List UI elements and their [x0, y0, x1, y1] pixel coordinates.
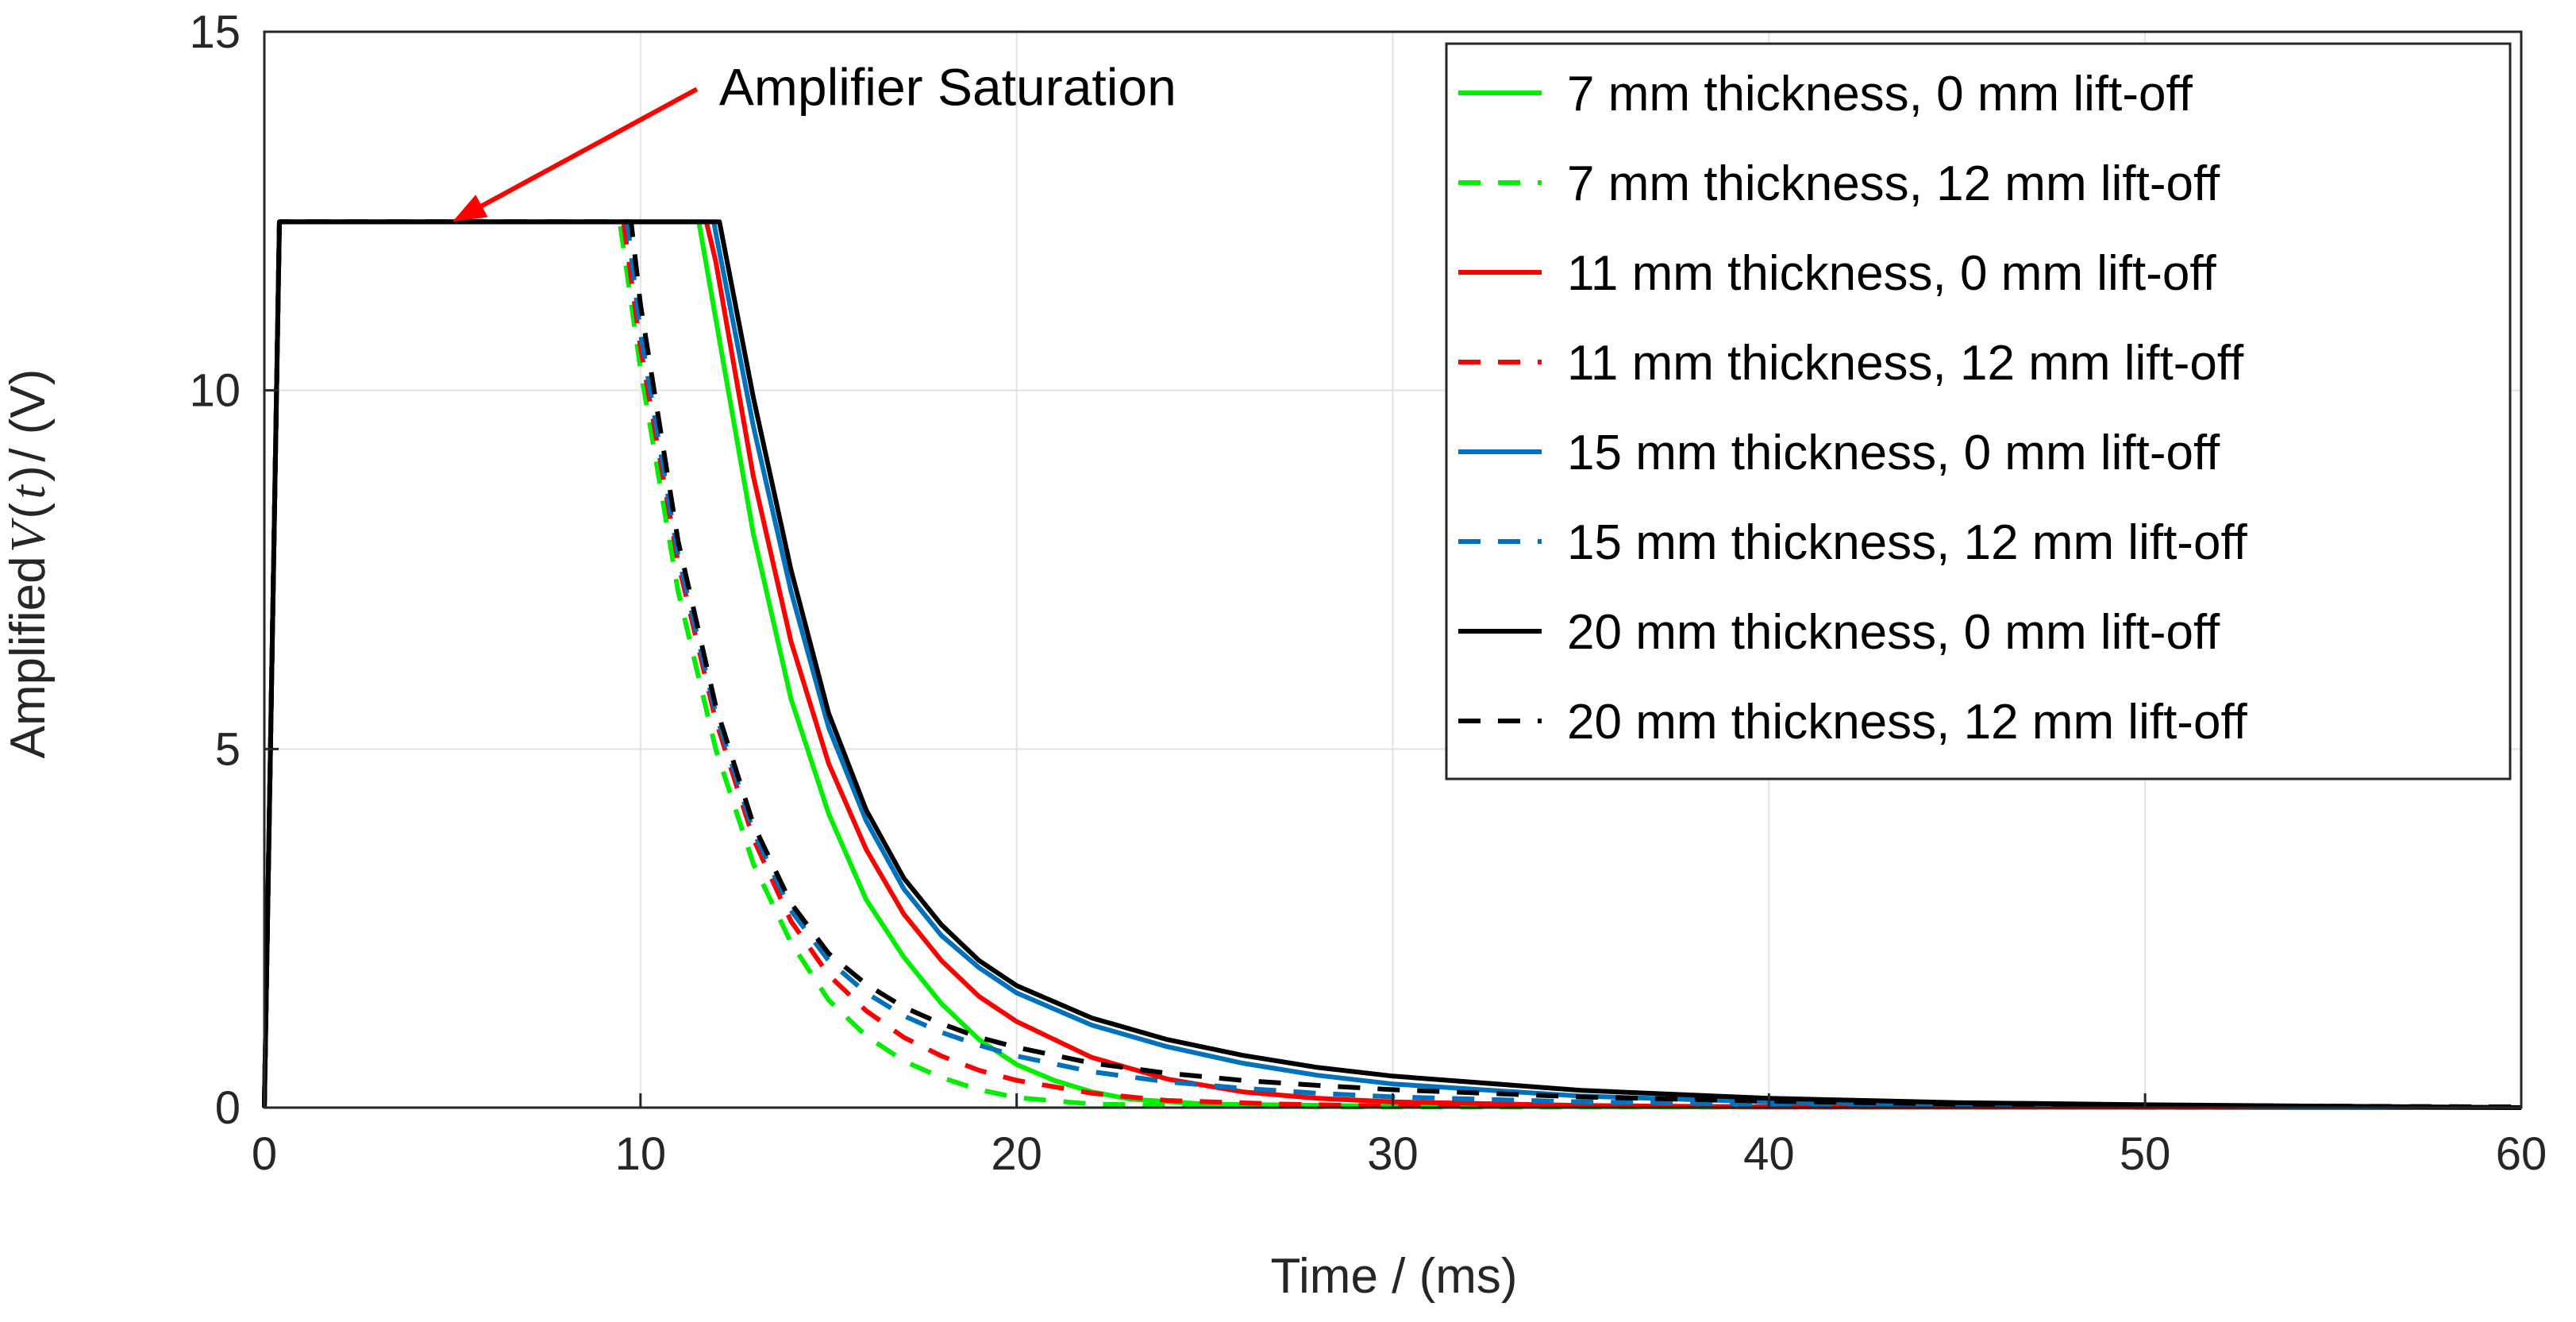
series-line-5	[262, 219, 2522, 1110]
y-axis-label-symbol: V	[2, 518, 56, 553]
x-tick-label-6: 60	[2496, 1128, 2547, 1180]
y-tick-label-1: 5	[215, 723, 241, 775]
x-tick-label-5: 50	[2120, 1128, 2171, 1180]
legend-label-7: 20 mm thickness, 12 mm lift-off	[1567, 695, 2248, 750]
y-axis-label-prefix: Amplified	[1, 556, 56, 758]
legend-label-4: 15 mm thickness, 0 mm lift-off	[1567, 426, 2220, 480]
series-line-3	[262, 219, 2522, 1110]
legend: 7 mm thickness, 0 mm lift-off 7 mm thickn…	[1445, 42, 2512, 780]
y-tick-label-0: 0	[215, 1082, 241, 1134]
y-axis-label-suffix: / (V)	[1, 369, 56, 462]
annotation-text: Amplifier Saturation	[719, 57, 1176, 116]
legend-label-6: 20 mm thickness, 0 mm lift-off	[1567, 605, 2220, 660]
axis-ticks: 0 10 20 30 40 50 60 0 5 10 15	[189, 6, 2547, 1180]
y-axis-label-arg: t	[2, 484, 56, 499]
legend-label-1: 7 mm thickness, 12 mm lift-off	[1567, 156, 2220, 211]
x-axis-label: Time / (ms)	[1270, 1249, 1517, 1304]
y-axis-label-open-paren: (	[1, 503, 56, 519]
x-tick-label-1: 10	[615, 1128, 667, 1180]
annotation: Amplifier Saturation	[452, 57, 1176, 222]
series-line-1	[262, 219, 2522, 1110]
x-tick-label-0: 0	[252, 1128, 277, 1180]
legend-box	[1445, 42, 2512, 780]
legend-label-3: 11 mm thickness, 12 mm lift-off	[1567, 336, 2244, 391]
y-tick-label-2: 10	[189, 365, 241, 417]
plot-series	[262, 219, 2522, 1110]
legend-label-5: 15 mm thickness, 12 mm lift-off	[1567, 515, 2248, 570]
x-tick-label-4: 40	[1743, 1128, 1795, 1180]
y-axis-label-close-paren: )	[1, 465, 56, 482]
annotation-arrowhead	[452, 195, 488, 222]
legend-label-0: 7 mm thickness, 0 mm lift-off	[1567, 67, 2193, 121]
annotation-arrow	[480, 87, 699, 208]
x-tick-label-2: 20	[991, 1128, 1042, 1180]
x-tick-label-3: 30	[1367, 1128, 1419, 1180]
legend-label-2: 11 mm thickness, 0 mm lift-off	[1567, 246, 2216, 301]
y-axis-label: Amplified V ( t ) / (V)	[1, 369, 56, 759]
y-tick-label-3: 15	[189, 6, 241, 58]
series-line-7	[262, 219, 2522, 1110]
series-line-2	[262, 219, 2522, 1110]
